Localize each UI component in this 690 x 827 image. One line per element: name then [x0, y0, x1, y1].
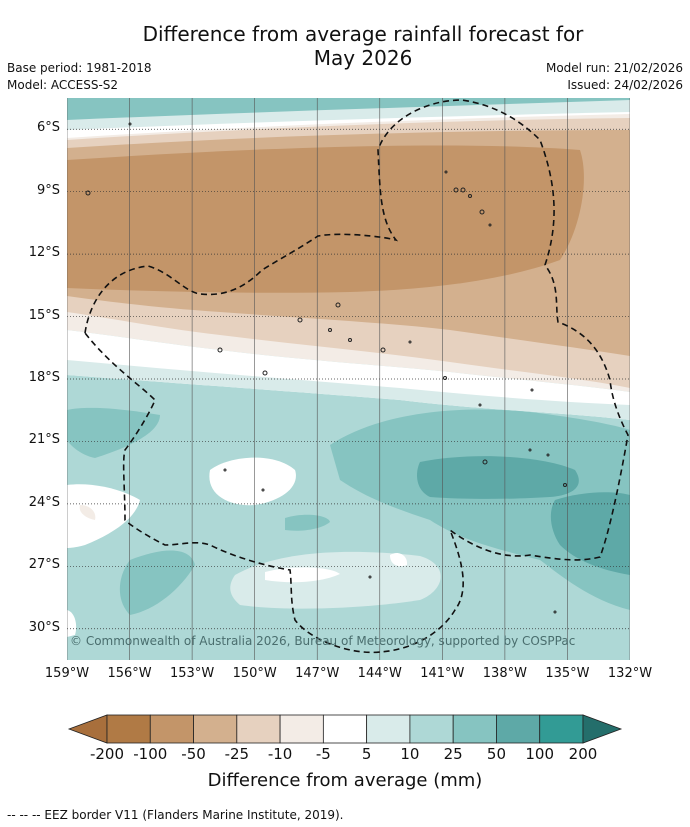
colorbar-swatch	[322, 714, 368, 744]
colorbar-tick-label: 50	[486, 745, 506, 763]
colorbar-tick-label: 25	[443, 745, 463, 763]
model-run: Model run: 21/02/2026	[545, 61, 683, 75]
contour-25-50	[330, 409, 630, 610]
contour-50-100-a	[417, 456, 579, 499]
colorbar-tick-label: 10	[400, 745, 420, 763]
colorbar-swatch	[452, 714, 497, 744]
lon-label: 159°W	[44, 666, 90, 681]
colorbar-tick-label: 200	[568, 745, 598, 763]
islands	[85, 122, 567, 614]
colorbar-tick-label: -200	[89, 745, 125, 763]
lon-label: 141°W	[420, 666, 465, 681]
lat-label: 27°S	[28, 557, 60, 573]
lat-label: 9°S	[36, 182, 60, 198]
model-name: Model: ACCESS-S2	[7, 78, 119, 92]
colorbar-label: Difference from average (mm)	[207, 770, 483, 791]
lon-label: 153°W	[170, 666, 215, 681]
contour-west-teal	[67, 407, 160, 458]
lon-label: 156°W	[107, 666, 152, 681]
colorbar-extend-low	[67, 714, 108, 744]
colorbar-extend-high	[582, 714, 623, 744]
lon-label: 132°W	[607, 666, 653, 681]
copyright-notice: © Commonwealth of Australia 2026, Bureau…	[70, 634, 576, 648]
meta-left: Base period: 1981-2018 Model: ACCESS-S2	[7, 60, 152, 94]
meta-right: Model run: 21/02/2026 Issued: 24/02/2026	[546, 60, 683, 94]
patch-white-central	[209, 457, 296, 506]
patch-dry-west	[79, 505, 96, 520]
colorbar-tick-label: -5	[315, 745, 331, 763]
eez-border	[84, 99, 629, 654]
lat-label: 24°S	[28, 494, 60, 510]
rainfall-map	[67, 98, 630, 744]
colorbar-swatch	[149, 714, 194, 744]
lon-label: 150°W	[232, 666, 277, 681]
colorbar-swatch	[496, 714, 541, 744]
contour-neg50	[67, 145, 584, 293]
patch-white-south	[265, 567, 340, 583]
eez-legend: -- -- -- EEZ border V11 (Flanders Marine…	[7, 808, 344, 822]
contour-sw-teal	[119, 550, 195, 615]
lat-label: 6°S	[36, 120, 60, 136]
colorbar	[67, 714, 623, 744]
title-line-2: May 2026	[313, 46, 413, 70]
contour-50-100-b	[550, 492, 630, 575]
lon-label: 135°W	[545, 666, 590, 681]
colorbar-swatch	[409, 714, 454, 744]
lon-label: 147°W	[295, 666, 340, 681]
contour-light-band	[67, 360, 630, 420]
title-line-1: Difference from average rainfall forecas…	[142, 22, 584, 46]
lat-label: 21°S	[28, 432, 60, 448]
lon-label: 138°W	[482, 666, 527, 681]
colorbar-swatch	[236, 714, 281, 744]
colorbar-tick-label: -10	[267, 745, 293, 763]
patch-white-small	[390, 553, 408, 567]
lat-label: 18°S	[28, 370, 60, 385]
lat-label: 30°S	[28, 619, 60, 635]
chart-title: Difference from average rainfall forecas…	[0, 22, 690, 70]
patch-white-sw	[67, 610, 77, 637]
colorbar-tick-label: -50	[181, 745, 206, 763]
lat-label: 12°S	[28, 245, 60, 261]
lat-label: 15°S	[28, 307, 60, 323]
contour-small-teal	[285, 514, 330, 531]
colorbar-swatch	[366, 714, 411, 744]
map-fill	[67, 98, 630, 660]
colorbar-swatch	[106, 714, 151, 744]
colorbar-tick-label: 5	[361, 745, 372, 763]
issued-date: Issued: 24/02/2026	[567, 78, 683, 92]
base-period: Base period: 1981-2018	[7, 61, 152, 75]
colorbar-swatch	[279, 714, 324, 744]
colorbar-tick-label: -100	[133, 745, 168, 763]
colorbar-tick-label: -25	[224, 745, 250, 763]
colorbar-swatch	[193, 714, 238, 744]
colorbar-tick-label: 100	[525, 745, 555, 763]
colorbar-swatch	[539, 714, 584, 744]
lon-label: 144°W	[357, 666, 402, 681]
patch-white-west	[67, 484, 140, 548]
